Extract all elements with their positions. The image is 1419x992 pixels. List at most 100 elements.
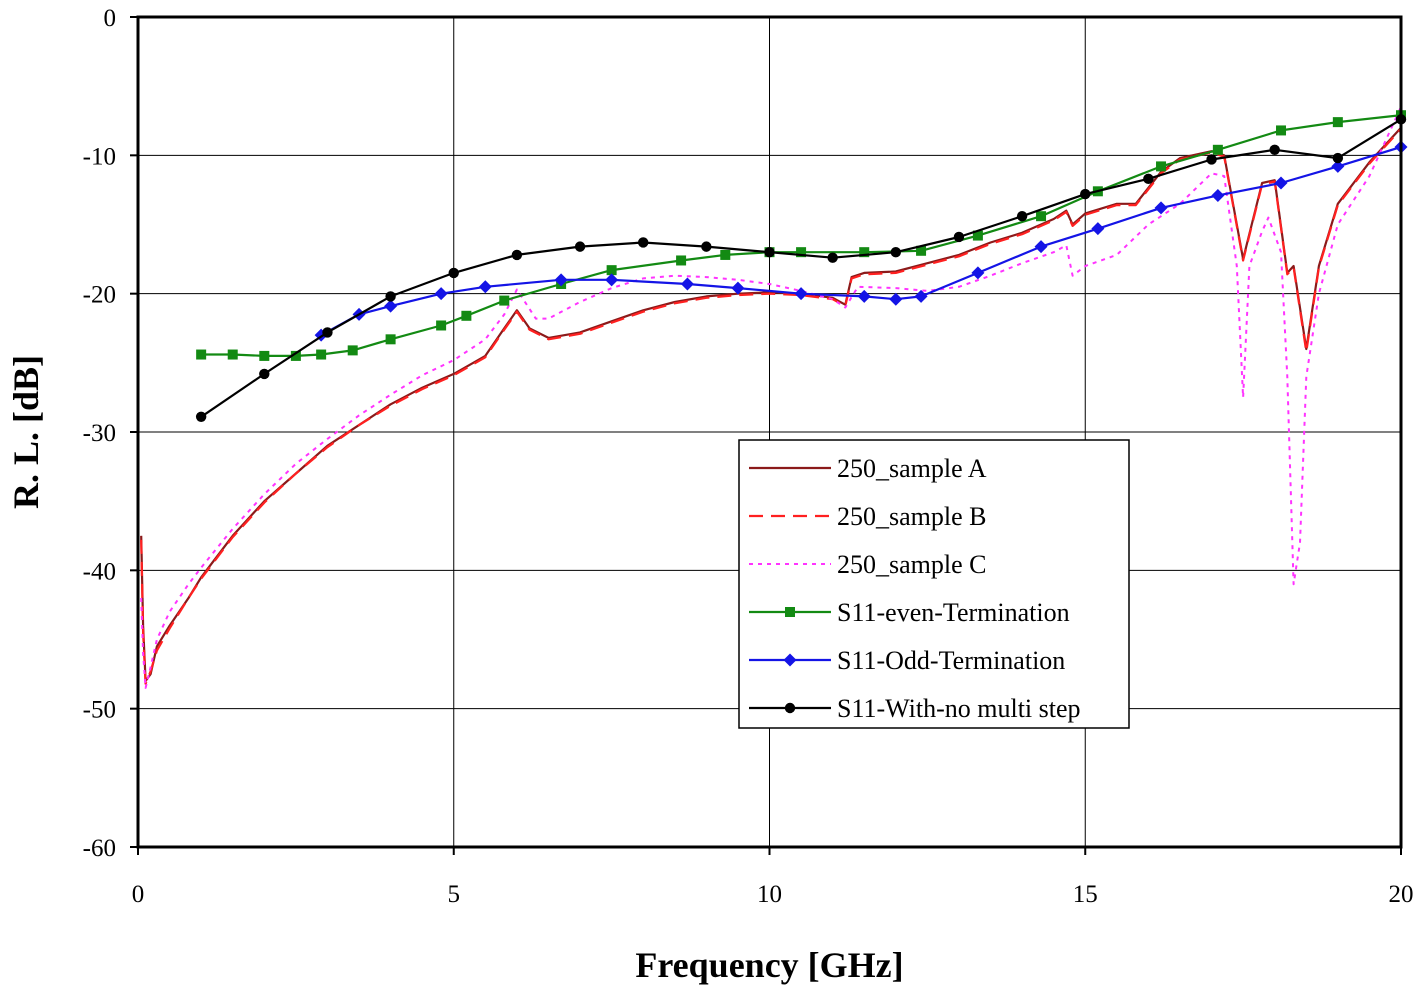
legend-label: S11-even-Termination (837, 598, 1070, 627)
series-4 (196, 110, 1406, 361)
legend-entry: 250_sample C (749, 550, 987, 579)
series-point (259, 350, 270, 361)
y-axis-title: R. L. [dB] (6, 355, 46, 509)
series-point (499, 295, 510, 306)
series-line (140, 128, 1402, 685)
series-point (1269, 144, 1280, 155)
series-point (1091, 222, 1105, 236)
series-point (953, 231, 965, 243)
series-point (434, 287, 448, 301)
series-point (676, 255, 687, 266)
series-line (140, 106, 1402, 689)
series-point (971, 266, 985, 280)
y-tick-label: -30 (83, 420, 116, 447)
series-5 (314, 140, 1408, 342)
series-point (701, 241, 712, 252)
legend-label: S11-Odd-Termination (837, 646, 1065, 675)
y-tick-label: -50 (83, 697, 116, 724)
series-point (574, 241, 586, 252)
x-tick-label: 5 (448, 881, 461, 908)
series-point (731, 281, 745, 295)
series-point (1034, 240, 1048, 254)
series-point (1212, 144, 1223, 155)
series-point (857, 289, 871, 303)
legend-marker (783, 653, 797, 667)
legend-label: S11-With-no multi step (837, 694, 1081, 723)
legend-box (738, 439, 1130, 729)
series-layer (140, 106, 1408, 689)
legend-entry: S11-Odd-Termination (749, 646, 1065, 675)
series-point (384, 299, 398, 313)
series-point (436, 320, 447, 331)
y-tick-label: -10 (83, 143, 116, 170)
series-point (195, 411, 207, 422)
series-point (1274, 176, 1288, 190)
series-point (196, 349, 207, 360)
series-point (796, 247, 807, 258)
series-point (638, 237, 649, 248)
series-point (972, 230, 983, 241)
series-point (1016, 211, 1028, 222)
series-point (889, 292, 903, 306)
series-point (1154, 201, 1168, 215)
series-point (1036, 211, 1047, 222)
series-point (764, 246, 775, 258)
legend: 250_sample A 250_sample B 250_sample C S11-… (738, 439, 1130, 729)
series-point (890, 246, 901, 258)
series-line (201, 114, 1402, 357)
y-tick-label: -20 (83, 282, 116, 309)
series-point (720, 249, 731, 260)
series-point (385, 334, 396, 345)
series-point (1332, 117, 1343, 128)
series-point (554, 273, 568, 287)
legend-label: 250_sample B (837, 502, 987, 531)
legend-entry: 250_sample B (749, 502, 987, 531)
series-point (478, 280, 492, 294)
x-axis-title: Frequency [GHz] (635, 945, 903, 985)
series-point (827, 252, 838, 263)
series-6 (195, 114, 1407, 422)
series-point (794, 287, 808, 301)
legend-entry: S11-even-Termination (749, 598, 1070, 627)
series-point (1080, 188, 1091, 200)
series-point (316, 349, 327, 360)
legend-label: 250_sample A (837, 454, 987, 483)
series-3 (140, 106, 1402, 689)
series-point (461, 310, 472, 321)
series-point (606, 265, 617, 276)
x-tick-label: 15 (1073, 881, 1098, 908)
series-point (1206, 154, 1217, 165)
series-point (1332, 152, 1344, 164)
legend-entry: 250_sample A (749, 454, 987, 483)
series-point (916, 245, 927, 256)
y-tick-label: -60 (83, 835, 116, 862)
series-point (227, 349, 238, 360)
series-point (322, 327, 333, 338)
x-tick-label: 20 (1389, 881, 1414, 908)
series-line (200, 118, 1402, 418)
series-point (680, 277, 694, 291)
series-point (347, 345, 358, 356)
legend-marker (785, 607, 795, 617)
series-point (290, 350, 301, 361)
legend-label: 250_sample C (837, 550, 987, 579)
series-point (1143, 173, 1154, 185)
series-point (448, 267, 459, 279)
legend-entry: S11-With-no multi step (749, 694, 1081, 723)
x-tick-label: 0 (132, 881, 145, 908)
series-point (859, 247, 870, 258)
series-point (385, 291, 396, 302)
series-point (511, 249, 523, 261)
series-point (259, 368, 270, 380)
series-point (605, 273, 619, 287)
y-tick-label: 0 (104, 5, 117, 32)
series-point (1211, 188, 1225, 202)
x-tick-label: 10 (757, 881, 782, 908)
series-point (914, 289, 928, 303)
y-tick-label: -40 (83, 558, 116, 585)
series-point (1156, 161, 1167, 172)
tick-layer: 0 5 10 15 20 0 -10 -20 -30 -40 -50 -60 (83, 5, 1414, 908)
legend-marker (784, 702, 796, 714)
series-point (1331, 159, 1345, 173)
